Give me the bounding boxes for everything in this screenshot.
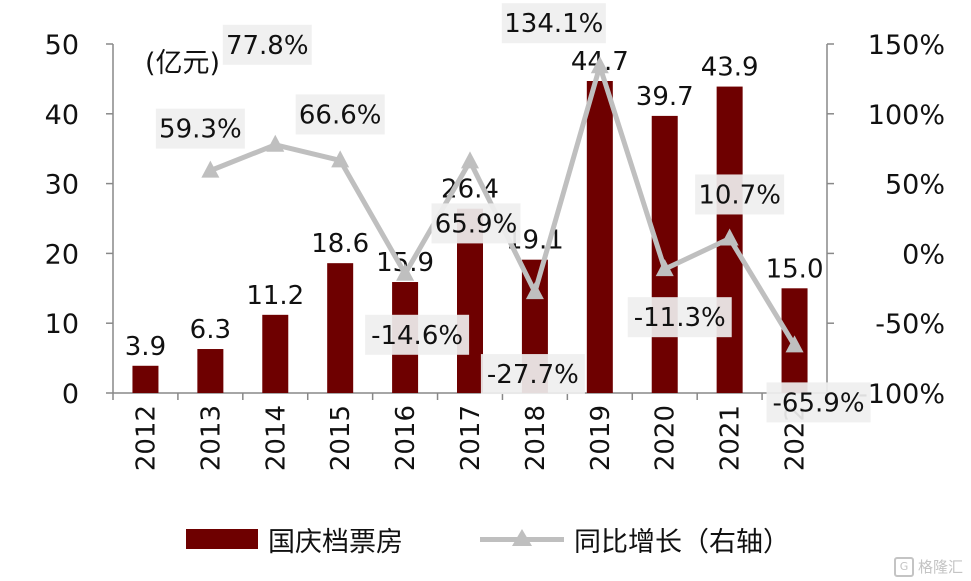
legend-bar-swatch [186,529,258,549]
triangle-marker-icon [525,282,544,300]
legend: 国庆档票房 同比增长（右轴） [0,516,971,562]
bar-data-label: 43.9 [701,53,759,83]
triangle-marker-icon [396,263,415,281]
x-tick-label: 2018 [521,405,551,471]
triangle-marker-icon [266,134,285,152]
triangle-marker-icon [461,151,479,169]
x-tick-label: 2012 [131,405,161,471]
bar [586,80,613,393]
triangle-marker-icon [331,150,350,168]
legend-item-growth: 同比增长（右轴） [480,516,790,562]
x-tick-label: 2017 [456,405,486,471]
right-tick-label: 100% [868,100,945,131]
growth-label-bg [222,24,312,65]
growth-data-label: 65.9% [435,209,518,239]
left-tick-label: 10 [45,309,79,340]
watermark-text: 格隆汇 [917,558,963,576]
triangle-marker-icon [590,56,609,74]
x-tick-label: 2020 [651,405,681,471]
left-tick-label: 40 [45,100,79,131]
right-tick-label: 150% [868,30,945,61]
x-tick-label: 2015 [326,405,356,471]
bar [262,314,289,393]
growth-label-bg [501,3,606,44]
growth-data-label: 59.3% [159,115,242,145]
bar-data-label: 11.2 [246,281,304,311]
left-tick-label: 20 [45,239,79,270]
bar-data-label: 15.0 [766,254,824,284]
growth-data-label: -11.3% [634,303,726,333]
growth-label-bg [295,94,385,135]
growth-data-label: 134.1% [504,9,603,39]
growth-data-label: -14.6% [371,321,463,351]
legend-item-box-office: 国庆档票房 [186,516,403,562]
chart-canvas: 0 10 20 30 40 50 -100% -50% 0% 50% 100% 150% 2012 201… [45,3,945,471]
left-tick-label: 50 [45,30,79,61]
growth-data-label: 66.6% [299,100,382,130]
triangle-marker-icon [512,529,532,546]
bar [327,263,354,393]
growth-data-label: -65.9% [773,388,865,418]
bar-data-label: 18.6 [311,229,369,259]
x-tick-label: 2014 [261,405,291,471]
triangle-marker-icon [720,228,739,246]
growth-label-bg [480,354,585,395]
growth-label-bg [766,382,871,423]
bar-data-label: 3.9 [125,332,166,362]
bar [132,365,159,393]
x-tick-label: 2021 [716,405,746,471]
growth-label-bg [627,297,732,338]
left-tick-label: 0 [62,379,79,410]
triangle-marker-icon [201,160,220,178]
growth-label-bg [431,203,521,244]
watermark-logo-icon: G [893,556,914,577]
right-tick-label: -50% [875,309,945,340]
legend-line-swatch [480,529,564,549]
axes: 0 10 20 30 40 50 -100% -50% 0% 50% 100% 150% 2012 201… [45,30,945,471]
right-tick-label: -100% [858,379,945,410]
growth-data-labels: 59.3% 77.8% 66.6% -14.6% 65.9% -27.7% 134.1% -1… [155,3,871,423]
bar-data-label: 6.3 [190,315,231,345]
legend-label-box-office: 国庆档票房 [268,526,403,558]
growth-label-bg [155,108,245,149]
growth-data-label: 10.7% [698,180,781,210]
x-tick-label: 2019 [586,405,616,471]
triangle-marker-icon [785,335,804,353]
left-axis-unit-label: (亿元) [145,48,220,79]
growth-data-label: 77.8% [226,31,309,61]
left-tick-label: 30 [45,170,79,201]
growth-data-label: -27.7% [487,360,579,390]
x-tick-label: 2016 [391,405,421,471]
right-tick-label: 50% [885,170,945,201]
triangle-marker-icon [655,259,674,277]
x-tick-label: 2013 [196,405,226,471]
bar [197,349,224,393]
watermark: G 格隆汇 [893,556,963,577]
growth-label-bg [365,314,470,355]
bar [651,115,678,394]
bar-data-label: 39.7 [636,82,694,112]
right-tick-label: 0% [902,239,945,270]
legend-label-growth: 同比增长（右轴） [574,526,790,558]
growth-label-bg [695,174,785,215]
